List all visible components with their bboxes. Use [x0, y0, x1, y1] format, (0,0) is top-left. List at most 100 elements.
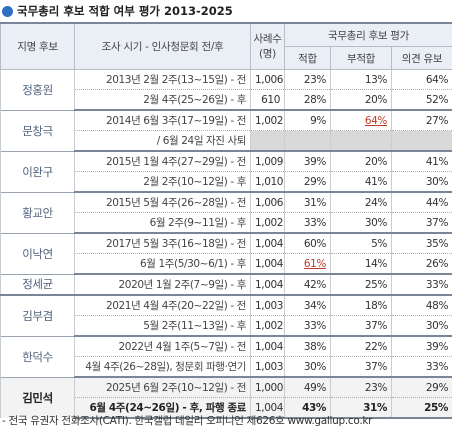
empty-cell	[284, 130, 331, 152]
cell-n: 1,009	[250, 150, 285, 172]
row-group: 이낙연 2017년 5월 3주(16~18일) - 전 1,004 60% 5% 35% 6…	[0, 232, 452, 275]
candidate: 문창극	[0, 109, 75, 151]
cell-fit: 23%	[284, 69, 331, 90]
period: 6월 1주(5/30~6/1) - 후	[74, 253, 251, 275]
cell-reserve: 64%	[390, 69, 452, 90]
period: 2021년 4월 4주(20~22일) - 전	[74, 294, 251, 316]
cell-n: 1,004	[250, 335, 285, 357]
row-group: 정홍원 2013년 2월 2주(13~15일) - 전 1,006 23% 13% 64%…	[0, 69, 452, 111]
table: 지명 후보 조사 시기 - 인사청문회 전/후 사례수 (명) 국무총리 후보 …	[0, 22, 452, 419]
header: 국무총리 후보 평가	[283, 22, 452, 47]
period: 2015년 1월 4주(27~29일) - 전	[74, 150, 251, 172]
row: 6월 2주(9~11일) - 후 1,002 33% 30% 37%	[1, 212, 452, 234]
header: 적합	[284, 46, 331, 70]
candidate: 한덕수	[0, 335, 75, 377]
row-group: 정세균 2020년 1월 2주(7~9일) - 후 1,004 42% 25% 33%	[0, 273, 452, 296]
cell-n: 1,006	[250, 191, 285, 213]
title: 국무총리 후보 적합 여부 평가 2013-2025	[2, 2, 233, 20]
value: 1,004	[255, 401, 284, 414]
cell-n: 610	[250, 89, 285, 111]
cell-fit: 29%	[284, 171, 331, 193]
row-group: 문창극 2014년 6월 3주(17~19일) - 전 1,002 9% 64% 27% /…	[0, 109, 452, 152]
cell-n: 1,004	[250, 273, 285, 296]
value: 1,002	[255, 114, 284, 127]
value: 29%	[303, 175, 327, 188]
row-group: 한덕수 2022년 4월 1주(5~7일) - 전 1,004 38% 22% 39% 4월…	[0, 335, 452, 378]
value: 1,004	[255, 257, 284, 270]
value: 28%	[303, 93, 327, 106]
cell-reserve: 39%	[390, 335, 452, 357]
value: 31%	[363, 401, 387, 414]
value: 1,002	[255, 319, 284, 332]
period: 5월 2주(11~13일) - 후	[74, 315, 251, 337]
period: 2014년 6월 3주(17~19일) - 전	[74, 109, 251, 131]
row: 이완구 2015년 1월 4주(27~29일) - 전 1,009 39% 20% 41%	[0, 150, 452, 192]
value: 33%	[425, 278, 449, 291]
row: 한덕수 2022년 4월 1주(5~7일) - 전 1,004 38% 22% 39%	[0, 335, 452, 377]
value: 18%	[364, 299, 388, 312]
cell-fit: 61%	[284, 253, 331, 275]
value: 34%	[303, 299, 327, 312]
row: 5월 2주(11~13일) - 후 1,002 33% 37% 30%	[1, 315, 452, 337]
cell-unfit: 14%	[330, 253, 392, 275]
value: 1,006	[255, 196, 284, 209]
row-group: 이완구 2015년 1월 4주(27~29일) - 전 1,009 39% 20% 41%…	[0, 150, 452, 193]
value: 30%	[303, 360, 327, 373]
value: 9%	[310, 114, 326, 127]
period: 2017년 5월 3주(16~18일) - 전	[74, 232, 251, 254]
value: 1,004	[255, 340, 284, 353]
value: 41%	[425, 155, 449, 168]
value: 14%	[364, 257, 388, 270]
cell-unfit: 31%	[330, 397, 392, 419]
candidate: 이낙연	[0, 232, 75, 274]
cell-n: 1,003	[250, 294, 285, 316]
value: 1,004	[255, 237, 284, 250]
cell-reserve: 25%	[390, 397, 452, 419]
value: 25%	[424, 401, 449, 414]
value: 30%	[425, 175, 449, 188]
cell-reserve: 37%	[390, 212, 452, 234]
value: 1,004	[255, 278, 284, 291]
row-group: 김민석 2025년 6월 2주(10~12일) - 전 1,000 49% 23% 29%…	[0, 376, 452, 419]
period: 6월 2주(9~11일) - 후	[74, 212, 251, 234]
cell-unfit: 24%	[330, 191, 392, 213]
row: 6월 1주(5/30~6/1) - 후 1,004 61% 14% 26%	[1, 253, 452, 275]
row: 2월 4주(25~26일) - 후 610 28% 20% 52%	[1, 89, 452, 111]
cell-reserve: 26%	[390, 253, 452, 275]
row: 이낙연 2017년 5월 3주(16~18일) - 전 1,004 60% 5% 35%	[0, 232, 452, 274]
value: 44%	[425, 196, 449, 209]
header: 지명 후보	[0, 22, 75, 70]
cell-n: 1,006	[250, 69, 285, 90]
value: 33%	[425, 360, 449, 373]
cell-fit: 28%	[284, 89, 331, 111]
title-icon	[2, 5, 13, 17]
cell-reserve: 52%	[390, 89, 452, 111]
value: 42%	[303, 278, 327, 291]
value: 61%	[303, 257, 327, 270]
period: 2013년 2월 2주(13~15일) - 전	[74, 69, 251, 90]
value: 22%	[364, 340, 388, 353]
value: 13%	[364, 73, 388, 86]
period: 4월 4주(26~28일), 청문회 파행·연기	[74, 356, 251, 378]
value: 37%	[425, 216, 449, 229]
cell-unfit: 23%	[330, 376, 392, 398]
row-group: 김부겸 2021년 4월 4주(20~22일) - 전 1,003 34% 18% 48%…	[0, 294, 452, 337]
empty-cell	[390, 130, 452, 152]
row: 4월 4주(26~28일), 청문회 파행·연기 1,003 30% 37% 33%	[1, 356, 452, 378]
row: 정세균 2020년 1월 2주(7~9일) - 후 1,004 42% 25% 33%	[0, 273, 452, 296]
value: 39%	[303, 155, 327, 168]
value: 48%	[425, 299, 449, 312]
value: 5%	[371, 237, 387, 250]
value: 1,009	[255, 155, 284, 168]
cell-reserve: 30%	[390, 315, 452, 337]
row: 6월 4주(24~26일) - 후, 파행 종료 1,004 43% 31% 25%	[1, 397, 452, 419]
cell-reserve: 33%	[390, 273, 452, 296]
cell-reserve: 33%	[390, 356, 452, 378]
value: 64%	[364, 114, 388, 127]
value: 52%	[425, 93, 449, 106]
cell-unfit: 20%	[330, 150, 392, 172]
period: 2015년 5월 4주(26~28일) - 전	[74, 191, 251, 213]
value: 38%	[303, 340, 327, 353]
row: 문창극 2014년 6월 3주(17~19일) - 전 1,002 9% 64% 27%	[0, 109, 452, 151]
